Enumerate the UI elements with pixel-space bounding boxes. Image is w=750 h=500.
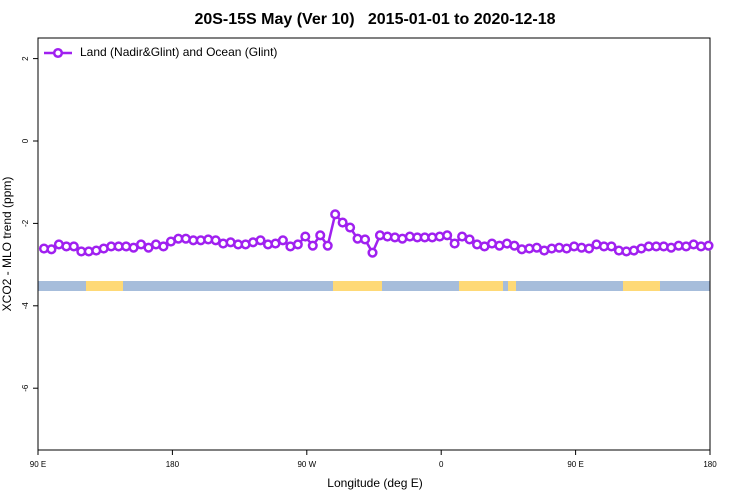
- point: [322, 240, 333, 251]
- y-tick-label: -2: [21, 219, 30, 227]
- point: [292, 239, 303, 250]
- point: [345, 222, 356, 233]
- x-tick-label: 180: [703, 460, 717, 469]
- x-axis-label: Longitude (deg E): [327, 476, 422, 490]
- x-tick-label: 180: [166, 460, 180, 469]
- x-tick-label: 90 E: [30, 460, 46, 469]
- x-tick-label: 90 W: [297, 460, 316, 469]
- point: [277, 235, 288, 246]
- y-tick-label: -6: [21, 384, 30, 392]
- x-tick-label: 0: [439, 460, 444, 469]
- point: [442, 230, 453, 241]
- land-band: [459, 281, 503, 291]
- y-tick-label: 0: [21, 138, 30, 143]
- point: [449, 238, 460, 249]
- point: [255, 235, 266, 246]
- land-band: [333, 281, 382, 291]
- point: [46, 244, 57, 255]
- point: [315, 230, 326, 241]
- point: [330, 209, 341, 220]
- point: [703, 240, 714, 251]
- point: [367, 247, 378, 258]
- point: [583, 243, 595, 254]
- point: [307, 240, 318, 251]
- chart-title: 20S-15S May (Ver 10) 2015-01-01 to 2020-…: [194, 11, 555, 28]
- point: [464, 234, 475, 245]
- point: [359, 234, 371, 245]
- land-band: [623, 281, 660, 291]
- point: [337, 217, 348, 228]
- legend-marker: [52, 47, 64, 59]
- land-band: [86, 281, 123, 291]
- point: [68, 241, 79, 252]
- point: [158, 241, 169, 252]
- land-ocean-mask: [38, 281, 710, 291]
- x-tick-label: 90 E: [567, 460, 583, 469]
- land-band: [508, 281, 516, 291]
- y-axis-label: XCO2 - MLO trend (ppm): [0, 177, 14, 312]
- y-tick-label: -4: [21, 302, 30, 310]
- point: [509, 240, 520, 251]
- point: [606, 241, 617, 252]
- legend-label: Land (Nadir&Glint) and Ocean (Glint): [80, 45, 277, 59]
- point: [300, 231, 311, 242]
- y-tick-label: 2: [21, 56, 30, 61]
